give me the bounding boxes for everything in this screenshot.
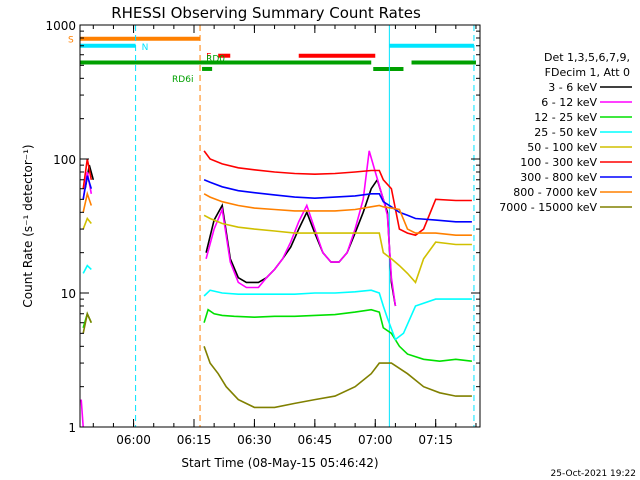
x-axis-ticks: 06:00 06:15 06:30 06:45 07:00 07:15 [92, 25, 477, 447]
legend-label-5: 100 - 300 keV [520, 156, 597, 169]
x-tick-label-0645: 06:45 [298, 433, 333, 447]
series-8-line-1 [203, 346, 472, 409]
legend-label-0: 3 - 6 keV [548, 81, 597, 94]
vertical-markers [79, 25, 475, 427]
legend-label-4: 50 - 100 keV [527, 141, 597, 154]
flag-label-n: N [142, 43, 149, 53]
series-2-line-1 [203, 308, 472, 363]
series-1-line-1 [205, 150, 397, 307]
series-4-line-0 [82, 216, 92, 230]
series-3-line-0 [82, 264, 92, 274]
legend-label-2: 12 - 25 keV [534, 111, 597, 124]
x-tick-label-0715: 07:15 [418, 433, 453, 447]
legend-header-line-2: FDecim 1, Att 0 [545, 66, 630, 79]
legend-label-1: 6 - 12 keV [541, 96, 597, 109]
series-6-line-1 [203, 179, 472, 223]
flag-label-s: S [68, 36, 74, 46]
series-4-line-1 [203, 214, 472, 284]
legend-label-8: 7000 - 15000 keV [499, 201, 597, 214]
legend: Det 1,3,5,6,7,9, FDecim 1, Att 0 3 - 6 k… [499, 51, 632, 214]
series-0-line-1 [205, 177, 397, 307]
x-tick-label-0600: 06:00 [116, 433, 151, 447]
series-5-line-1 [203, 150, 472, 237]
legend-label-3: 25 - 50 keV [534, 126, 597, 139]
y-tick-label-1: 1 [68, 421, 76, 435]
series-lines [80, 150, 472, 428]
y-tick-label-1000: 1000 [45, 19, 76, 33]
series-1-line-2 [80, 399, 84, 428]
footer-date: 25-Oct-2021 19:22 [551, 469, 636, 479]
series-3-line-1 [203, 289, 472, 341]
x-tick-label-0630: 06:30 [237, 433, 272, 447]
x-tick-label-0615: 06:15 [177, 433, 212, 447]
flag-label-rd6i: RD6i [172, 75, 193, 85]
plot-frame [79, 24, 481, 428]
x-tick-label-0700: 07:00 [358, 433, 393, 447]
y-axis-ticks: 1 10 100 1000 [45, 19, 480, 435]
x-axis-label: Start Time (08-May-15 05:46:42) [181, 456, 378, 470]
series-7-line-1 [203, 193, 472, 236]
y-tick-label-100: 100 [53, 153, 76, 167]
y-tick-label-10: 10 [61, 287, 76, 301]
legend-label-7: 800 - 7000 keV [513, 186, 597, 199]
series-6-line-0 [82, 175, 93, 200]
legend-label-6: 300 - 800 keV [520, 171, 597, 184]
chart-title: RHESSI Observing Summary Count Rates [111, 4, 421, 22]
legend-header-line-1: Det 1,3,5,6,7,9, [544, 51, 630, 64]
flag-label-f: F [206, 53, 211, 63]
series-8-line-0 [82, 311, 93, 334]
flag-label-rd0: RD0 [206, 54, 225, 64]
y-axis-label: Count Rate (s⁻¹ detector⁻¹) [21, 144, 35, 307]
series-7-line-0 [82, 190, 93, 213]
